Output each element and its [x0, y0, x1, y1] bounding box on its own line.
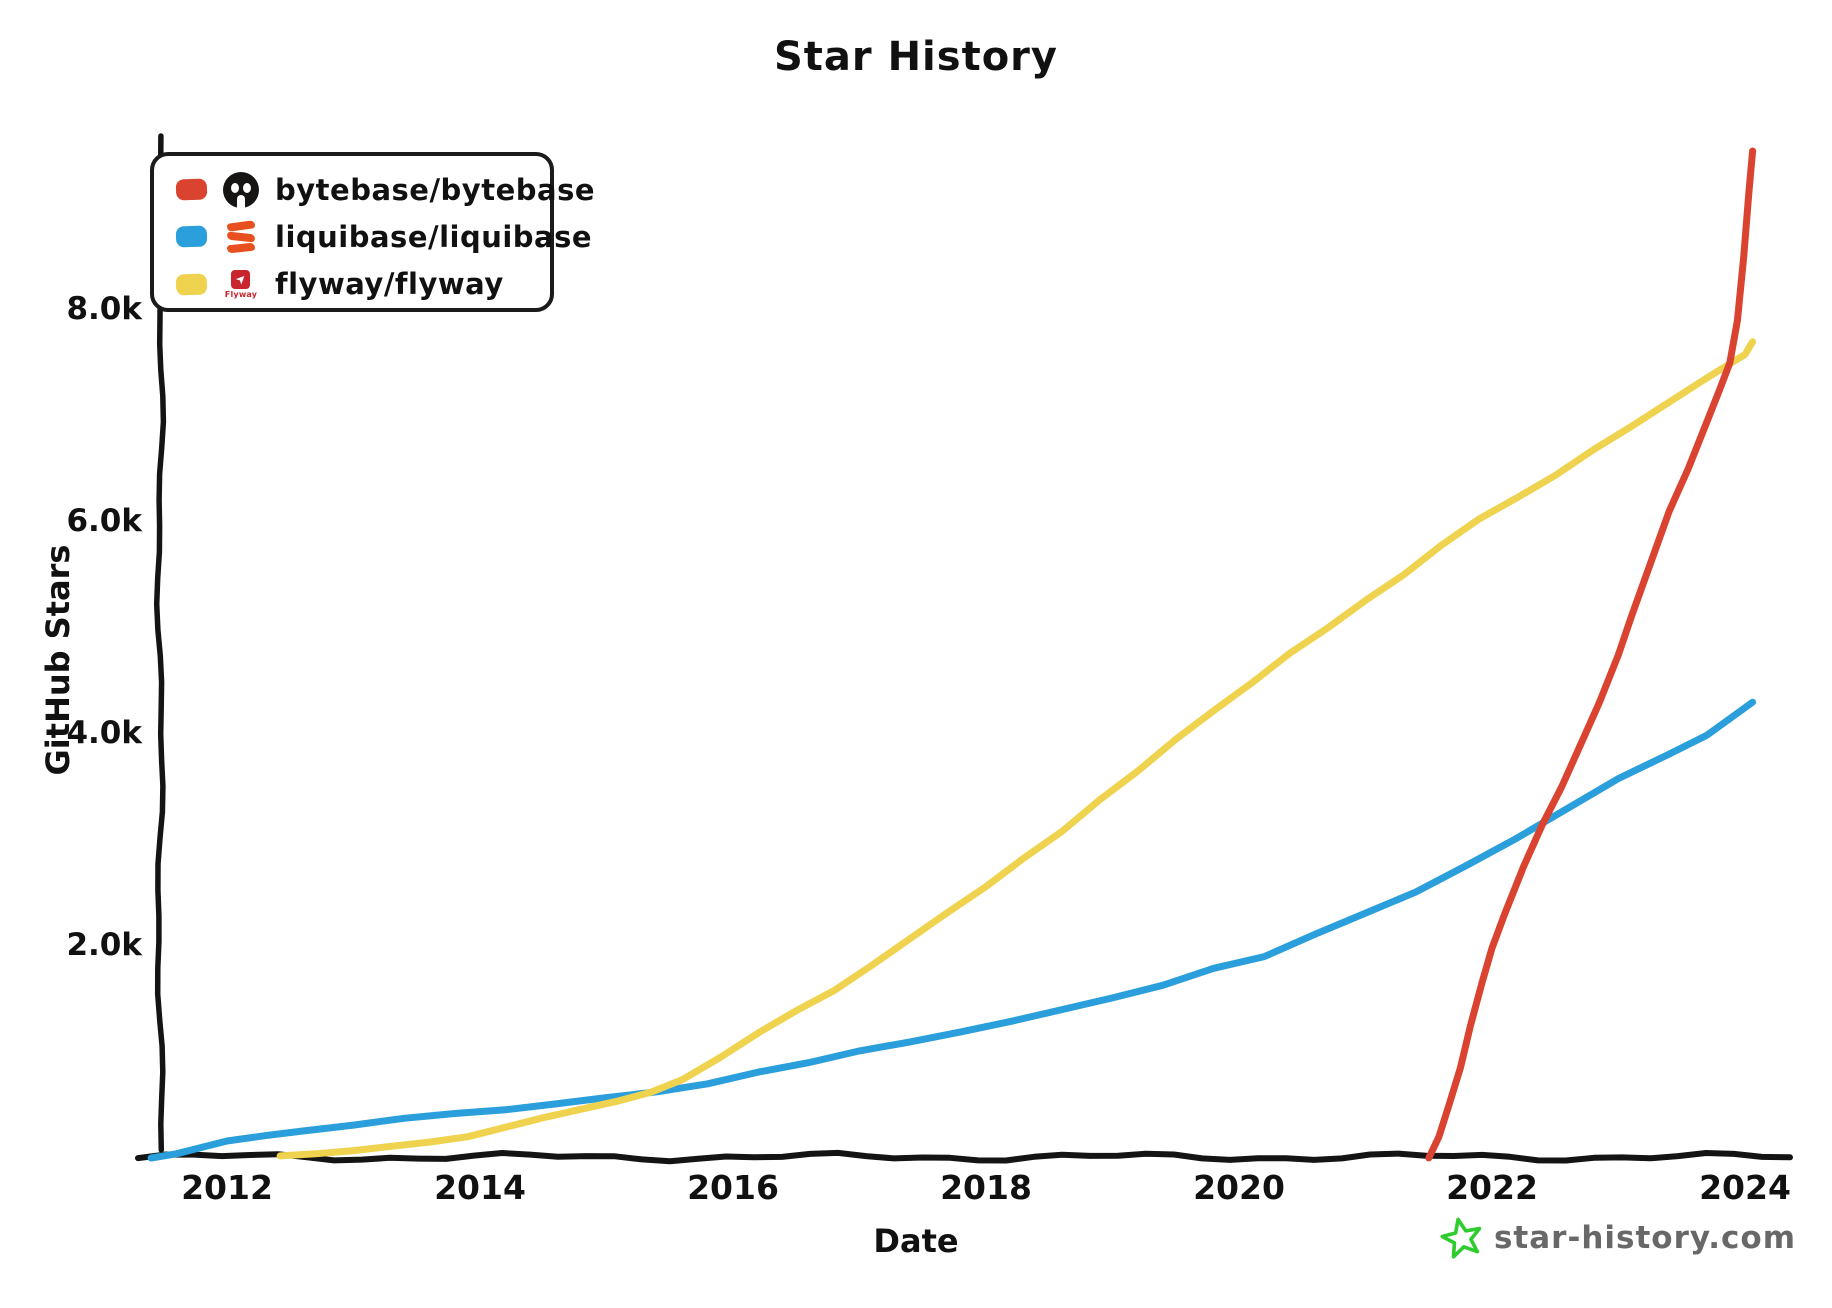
- x-tick-label-2022: 2022: [1446, 1168, 1538, 1207]
- y-tick-label-2.0k: 2.0k: [66, 927, 142, 963]
- x-tick-label-2018: 2018: [940, 1168, 1032, 1207]
- flyway-badge-icon: ➤ Flyway: [224, 269, 258, 299]
- liquibase-stripe: [226, 220, 256, 232]
- series-line-liquibase/liquibase: [147, 698, 1757, 1162]
- flyway-arrow-icon: ➤: [231, 269, 251, 289]
- x-tick-label-2016: 2016: [687, 1168, 779, 1207]
- x-axis-title: Date: [873, 1222, 959, 1260]
- flyway-logo-icon: ➤ Flyway: [220, 269, 262, 299]
- flyway-color-swatch: [175, 273, 208, 296]
- green-star-icon: [1440, 1217, 1482, 1259]
- liquibase-stripe: [226, 242, 256, 254]
- bytebase-face-icon: [223, 171, 259, 208]
- legend-item-bytebase[interactable]: bytebase/bytebase: [175, 167, 595, 213]
- liquibase-stripe: [226, 231, 256, 243]
- legend-label-liquibase: liquibase/liquibase: [275, 219, 593, 254]
- y-tick-label-4.0k: 4.0k: [66, 715, 142, 751]
- bytebase-icon-eye-left: [231, 182, 239, 193]
- liquibase-stripes-icon: [226, 220, 256, 254]
- series-line-bytebase/bytebase: [1425, 147, 1757, 1162]
- bytebase-color-swatch: [175, 178, 208, 201]
- bytebase-avatar-icon: [220, 171, 262, 208]
- x-tick-label-2014: 2014: [434, 1168, 526, 1207]
- x-tick-label-2012: 2012: [181, 1168, 273, 1207]
- x-axis-line: [135, 1149, 1793, 1165]
- liquibase-logo-icon: [220, 220, 262, 254]
- chart-title: Star History: [774, 34, 1058, 80]
- legend-box: bytebase/bytebase liquibase/liquibase ➤ …: [150, 152, 595, 312]
- flyway-icon-caption: Flyway: [224, 289, 258, 299]
- legend-label-bytebase: bytebase/bytebase: [275, 172, 595, 207]
- y-tick-label-8.0k: 8.0k: [66, 291, 142, 327]
- y-tick-label-6.0k: 6.0k: [66, 503, 142, 539]
- liquibase-color-swatch: [175, 225, 208, 249]
- x-tick-label-2020: 2020: [1193, 1168, 1285, 1207]
- bytebase-icon-notch: [237, 194, 245, 208]
- legend-item-flyway[interactable]: ➤ Flyway flyway/flyway: [175, 261, 550, 307]
- series-line-flyway/flyway: [276, 338, 1757, 1160]
- legend-label-flyway: flyway/flyway: [275, 267, 504, 302]
- x-tick-label-2024: 2024: [1699, 1168, 1791, 1207]
- watermark-text: star-history.com: [1493, 1220, 1796, 1256]
- legend-item-liquibase[interactable]: liquibase/liquibase: [175, 214, 592, 260]
- bytebase-icon-eye-right: [243, 182, 251, 193]
- watermark[interactable]: star-history.com: [1440, 1216, 1796, 1260]
